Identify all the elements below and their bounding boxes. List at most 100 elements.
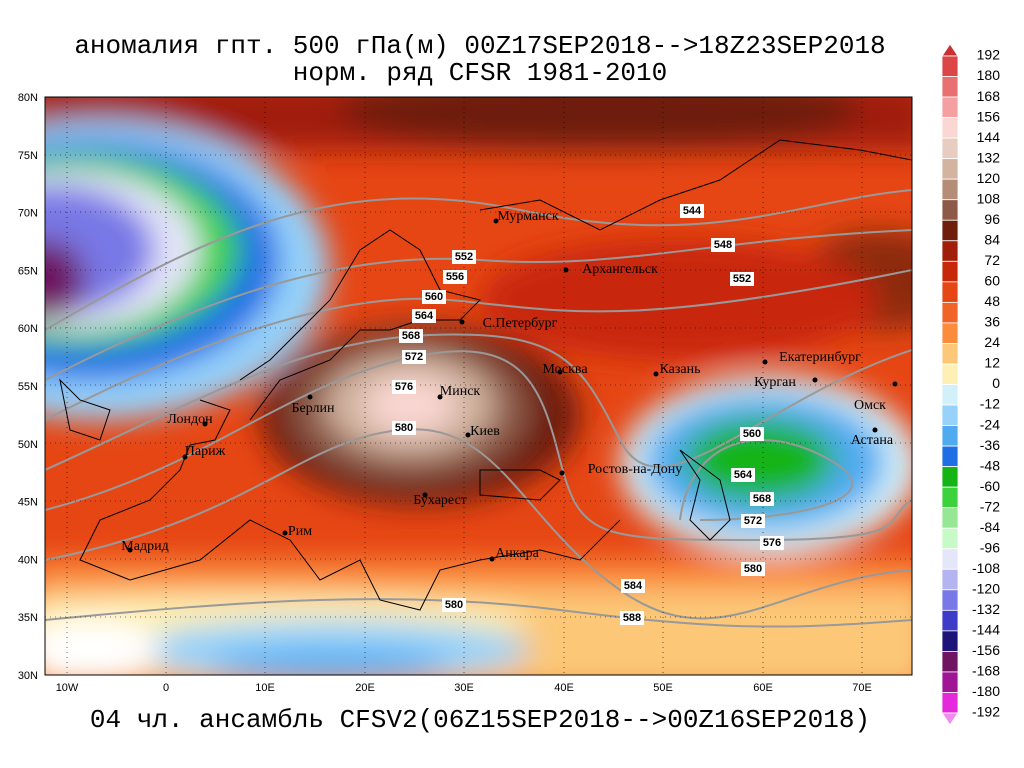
contour-label-box: [760, 536, 784, 550]
colorbar-label: 72: [984, 252, 1000, 268]
lat-label: 75N: [18, 150, 38, 162]
lon-label: 70E: [852, 682, 872, 694]
city-label: Москва: [542, 362, 588, 377]
city-label: Омск: [854, 398, 886, 413]
contour-label: 552: [455, 251, 473, 263]
colorbar-label: 48: [984, 293, 1000, 309]
contour-label: 544: [683, 205, 702, 217]
contour-label-box: [740, 427, 764, 441]
contour-label-box: [731, 468, 755, 482]
city-dot: [489, 556, 495, 562]
map-frame: [44, 96, 913, 676]
lat-label: 45N: [18, 497, 38, 509]
colorbar-label: 120: [977, 170, 1001, 186]
city-label: Архангельск: [582, 262, 658, 277]
colorbar-band: [941, 158, 959, 180]
subtitle: норм. ряд CFSR 1981-2010: [293, 58, 667, 88]
city-dot: [202, 421, 208, 427]
colorbar-label: 36: [984, 314, 1000, 330]
lat-label: 50N: [18, 439, 38, 451]
colorbar-label: -132: [972, 601, 1000, 617]
colorbar-band: [941, 137, 959, 160]
contour-label-box: [452, 250, 476, 264]
colorbar-label: 84: [984, 231, 1000, 247]
lat-label: 80N: [18, 92, 38, 104]
lon-label: 10W: [56, 682, 79, 694]
map-field: [45, 97, 912, 675]
contour-label: 568: [753, 493, 771, 505]
colorbar-label: -156: [972, 642, 1000, 658]
contour-label-box: [621, 579, 645, 593]
colorbar-band: [941, 322, 959, 344]
colorbar-band: [941, 343, 959, 365]
colorbar-label: 180: [977, 67, 1001, 83]
lon-label: 60E: [753, 682, 773, 694]
caption: 04 чл. ансамбль CFSV2(06Z15SEP2018-->00Z…: [90, 705, 870, 735]
city-dot: [563, 267, 569, 273]
colorbar-band: [941, 548, 959, 570]
city-label: Анкара: [495, 546, 539, 561]
colorbar-label: 108: [977, 190, 1001, 206]
city-label: Рим: [288, 524, 312, 539]
colorbar-band: [941, 363, 959, 385]
city-dot: [762, 359, 768, 365]
contour-label-box: [443, 270, 467, 284]
contour-label: 584: [624, 580, 643, 592]
colorbar-label: 144: [977, 129, 1001, 145]
contour-label: 572: [405, 351, 423, 363]
colorbar-band: [941, 96, 959, 118]
colorbar-band: [941, 240, 959, 262]
colorbar-band: [941, 630, 959, 652]
city-label: Париж: [185, 444, 226, 459]
colorbar-label: 132: [977, 149, 1001, 165]
contour-label: 580: [445, 599, 463, 611]
title: аномалия гпт. 500 гПа(м) 00Z17SEP2018-->…: [74, 31, 885, 61]
colorbar-band: [941, 671, 959, 693]
colorbar-band: [941, 199, 959, 221]
lat-label: 65N: [18, 265, 38, 277]
city-dot: [282, 530, 288, 536]
contour-label: 560: [743, 428, 761, 440]
city-dot: [653, 371, 659, 377]
contour-label: 552: [733, 273, 751, 285]
colorbar-label: -24: [980, 416, 1000, 432]
colorbar-band: [941, 527, 959, 550]
city-dot: [307, 394, 313, 400]
coastlines: [59, 139, 912, 611]
contour-label-box: [442, 598, 466, 612]
colorbar-band: [941, 445, 959, 468]
city-label: Лондон: [167, 412, 213, 427]
colorbar-label: -168: [972, 663, 1000, 679]
lat-label: 55N: [18, 381, 38, 393]
city-dot: [127, 547, 133, 553]
contour-label: 548: [714, 239, 732, 251]
contour-label-box: [422, 290, 446, 304]
contour-label: 580: [744, 563, 762, 575]
city-dot: [465, 432, 471, 438]
lon-label: 20E: [355, 682, 375, 694]
contour-label-box: [392, 421, 416, 435]
colorbar-end: [941, 712, 959, 726]
city-dot: [557, 369, 563, 375]
colorbar-label: -36: [980, 437, 1000, 453]
city-dot: [493, 218, 499, 224]
city-label: Казань: [660, 362, 701, 377]
colorbar-band: [941, 219, 959, 242]
contour-label: 560: [425, 291, 443, 303]
lon-label: 50E: [653, 682, 673, 694]
colorbar-label: 192: [977, 47, 1001, 63]
colorbar-band: [941, 55, 959, 77]
contour-label: 580: [395, 422, 413, 434]
contour-label-box: [711, 238, 735, 252]
contour-label-box: [730, 272, 754, 286]
colorbar-band: [941, 609, 959, 632]
colorbar-band: [941, 404, 959, 426]
colorbar-label: -84: [980, 519, 1000, 535]
contour-lines: [45, 189, 912, 628]
contour-label-box: [402, 350, 426, 364]
colorbar-label: 156: [977, 108, 1001, 124]
colorbar-band: [941, 589, 959, 611]
colorbar-label: 60: [984, 273, 1000, 289]
lon-label: 30E: [454, 682, 474, 694]
